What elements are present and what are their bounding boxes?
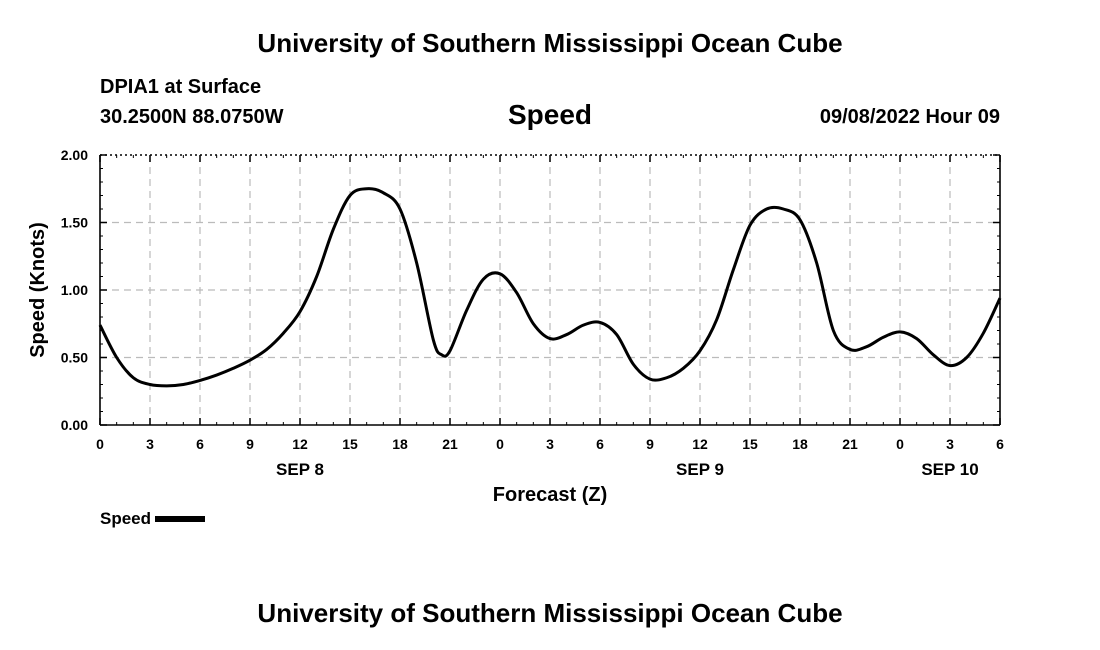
series-layer: [98, 187, 1002, 388]
page-title: University of Southern Mississippi Ocean…: [257, 28, 843, 58]
x-tick-label: 0: [96, 436, 104, 452]
x-tick-label: 3: [946, 436, 954, 452]
speed-chart: 0 3 6 9 12 15 18 21 0 3 6 9 12 15 18 21 0 3 6 0.00 0.50 1.00 1…: [27, 147, 1004, 506]
x-tick-label: 12: [292, 436, 308, 452]
x-tick-label: 6: [596, 436, 604, 452]
y-tick-label: 1.00: [61, 282, 88, 298]
x-tick-label: 0: [896, 436, 904, 452]
y-tick-label: 0.00: [61, 417, 88, 433]
axes: 0 3 6 9 12 15 18 21 0 3 6 9 12 15 18 21 0 3 6 0.00 0.50 1.00 1…: [61, 147, 1004, 479]
x-tick-label: 9: [646, 436, 654, 452]
x-tick-label: 15: [342, 436, 358, 452]
x-tick-label: 12: [692, 436, 708, 452]
x-tick-label: 18: [792, 436, 808, 452]
station-label: DPIA1 at Surface: [100, 76, 262, 98]
date-label: SEP 10: [921, 460, 978, 479]
y-tick-label: 2.00: [61, 147, 88, 163]
forecast-datetime: 09/08/2022 Hour 09: [819, 106, 1000, 128]
y-axis-label: Speed (Knots): [27, 222, 49, 358]
x-tick-label: 18: [392, 436, 408, 452]
x-tick-label: 3: [546, 436, 554, 452]
chart-title: Speed: [507, 99, 593, 130]
coordinates-label: 30.2500N 88.0750W: [100, 106, 284, 128]
x-tick-label: 9: [246, 436, 254, 452]
date-label: SEP 9: [676, 460, 724, 479]
speed-series-line: [98, 187, 1002, 388]
grid: [100, 155, 1000, 425]
legend: Speed: [100, 509, 206, 529]
x-axis-label: Forecast (Z): [493, 484, 607, 506]
x-tick-label: 6: [996, 436, 1004, 452]
x-tick-label: 21: [842, 436, 858, 452]
x-tick-label: 21: [442, 436, 458, 452]
x-tick-label: 15: [742, 436, 758, 452]
legend-line-swatch: [155, 516, 206, 522]
x-tick-label: 0: [496, 436, 504, 452]
x-tick-label: 6: [196, 436, 204, 452]
y-tick-label: 1.50: [61, 215, 88, 231]
legend-label: Speed: [100, 509, 152, 528]
footer-title: University of Southern Mississippi Ocean…: [257, 598, 843, 628]
date-label: SEP 8: [276, 460, 324, 479]
x-tick-label: 3: [146, 436, 154, 452]
y-tick-label: 0.50: [61, 350, 88, 366]
